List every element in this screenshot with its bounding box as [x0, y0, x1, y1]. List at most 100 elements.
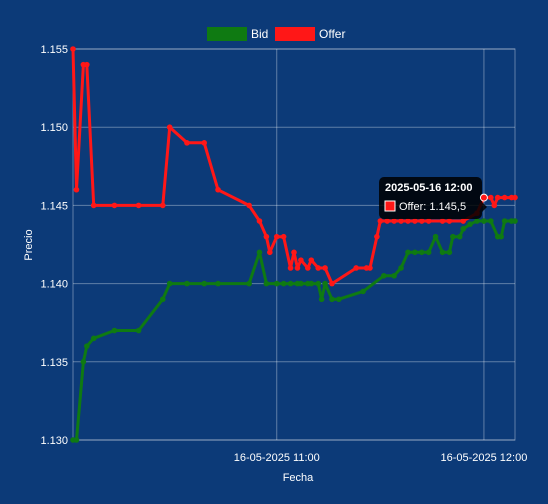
- tooltip-box: [379, 177, 482, 219]
- offer-point: [267, 249, 273, 256]
- bid-point: [215, 280, 221, 287]
- offer-point: [491, 202, 498, 209]
- bid-point: [360, 288, 366, 295]
- offer-point: [501, 194, 508, 201]
- tooltip-title: 2025-05-16 12:00: [385, 182, 472, 194]
- x-tick-label: 16-05-2025 12:00: [440, 452, 527, 464]
- bid-point: [405, 249, 411, 256]
- plot-border: [72, 48, 516, 441]
- bid-point: [512, 218, 518, 224]
- offer-point: [287, 265, 294, 271]
- bid-point: [256, 249, 263, 256]
- bid-point: [84, 343, 90, 349]
- bid-point: [246, 280, 252, 287]
- bid-point: [432, 233, 439, 240]
- y-tick-label: 1.130: [40, 435, 68, 447]
- bid-point: [481, 218, 487, 224]
- bid-point: [450, 233, 456, 240]
- bid-point: [184, 280, 190, 287]
- legend: Bid Offer: [207, 27, 345, 41]
- bid-point: [90, 335, 97, 342]
- legend-label-offer: Offer: [319, 27, 345, 41]
- offer-point: [111, 202, 118, 209]
- bid-point: [280, 280, 287, 287]
- bid-point: [398, 265, 404, 271]
- bid-point: [488, 218, 494, 224]
- bid-point: [111, 327, 118, 334]
- bid-point: [322, 280, 328, 287]
- y-axis-ticks: 1.130 1.135 1.140 1.145 1.150 1.155: [40, 44, 68, 447]
- y-axis-title: Precio: [23, 229, 35, 260]
- x-tick-label: 16-05-2025 11:00: [234, 452, 320, 464]
- bid-point: [315, 280, 321, 287]
- tooltip-value: Offer: 1.145,5: [399, 201, 466, 213]
- bid-point: [318, 296, 325, 303]
- offer-point: [391, 218, 397, 224]
- y-tick-label: 1.145: [40, 200, 68, 212]
- offer-point: [263, 233, 270, 240]
- bid-point: [201, 280, 208, 287]
- tooltip-swatch: [384, 200, 396, 212]
- bid-point: [73, 437, 80, 443]
- tooltip-caret: [482, 202, 487, 212]
- offer-point: [298, 257, 304, 263]
- bid-point: [159, 296, 166, 303]
- legend-swatch-offer: [275, 27, 315, 41]
- y-tick-label: 1.140: [40, 279, 68, 291]
- offer-line: [71, 48, 515, 286]
- series-layer: [70, 46, 518, 443]
- offer-point: [315, 265, 321, 271]
- bid-point: [412, 249, 418, 256]
- bid-point: [418, 249, 425, 256]
- offer-point: [159, 202, 166, 209]
- legend-label-bid: Bid: [251, 27, 268, 41]
- bid-point: [273, 280, 280, 287]
- offer-point: [377, 218, 384, 224]
- y-tick-label: 1.155: [40, 44, 68, 56]
- y-tick-label: 1.135: [40, 357, 68, 369]
- bid-point: [166, 280, 173, 287]
- offer-point: [374, 233, 380, 240]
- offer-point: [84, 61, 90, 68]
- offer-point: [215, 186, 221, 193]
- bid-point: [308, 280, 315, 287]
- bid-point: [425, 249, 432, 256]
- offer-point: [256, 218, 263, 224]
- bid-point: [263, 280, 270, 287]
- bid-point: [80, 359, 87, 365]
- bid-point: [446, 249, 453, 256]
- offer-point: [425, 218, 432, 224]
- offer-point: [70, 46, 76, 52]
- x-axis-title: Fecha: [283, 472, 314, 484]
- offer-point: [184, 140, 190, 146]
- offer-point: [494, 194, 501, 201]
- offer-point: [273, 233, 280, 240]
- offer-point: [412, 218, 418, 224]
- bid-point: [287, 280, 294, 287]
- bid-point: [460, 226, 467, 232]
- offer-point: [512, 194, 518, 201]
- offer-point: [384, 218, 391, 224]
- grid-lines: [72, 48, 516, 441]
- offer-point: [418, 218, 425, 224]
- tooltip-active-point: [479, 193, 488, 202]
- offer-point: [305, 265, 311, 271]
- bid-point: [439, 249, 446, 256]
- bid-point: [135, 327, 142, 334]
- offer-point: [405, 218, 411, 224]
- offer-point: [201, 140, 208, 146]
- tooltip: 2025-05-16 12:00 Offer: 1.145,5: [379, 177, 488, 219]
- bid-point: [336, 296, 342, 303]
- y-tick-label: 1.150: [40, 122, 68, 134]
- offer-point: [280, 233, 287, 240]
- offer-point: [329, 280, 335, 287]
- offer-point: [166, 124, 173, 130]
- offer-point: [73, 186, 80, 193]
- offer-point: [488, 194, 494, 201]
- offer-point: [367, 265, 373, 271]
- bid-point: [474, 218, 480, 224]
- bid-point: [380, 272, 387, 279]
- offer-point: [291, 249, 297, 256]
